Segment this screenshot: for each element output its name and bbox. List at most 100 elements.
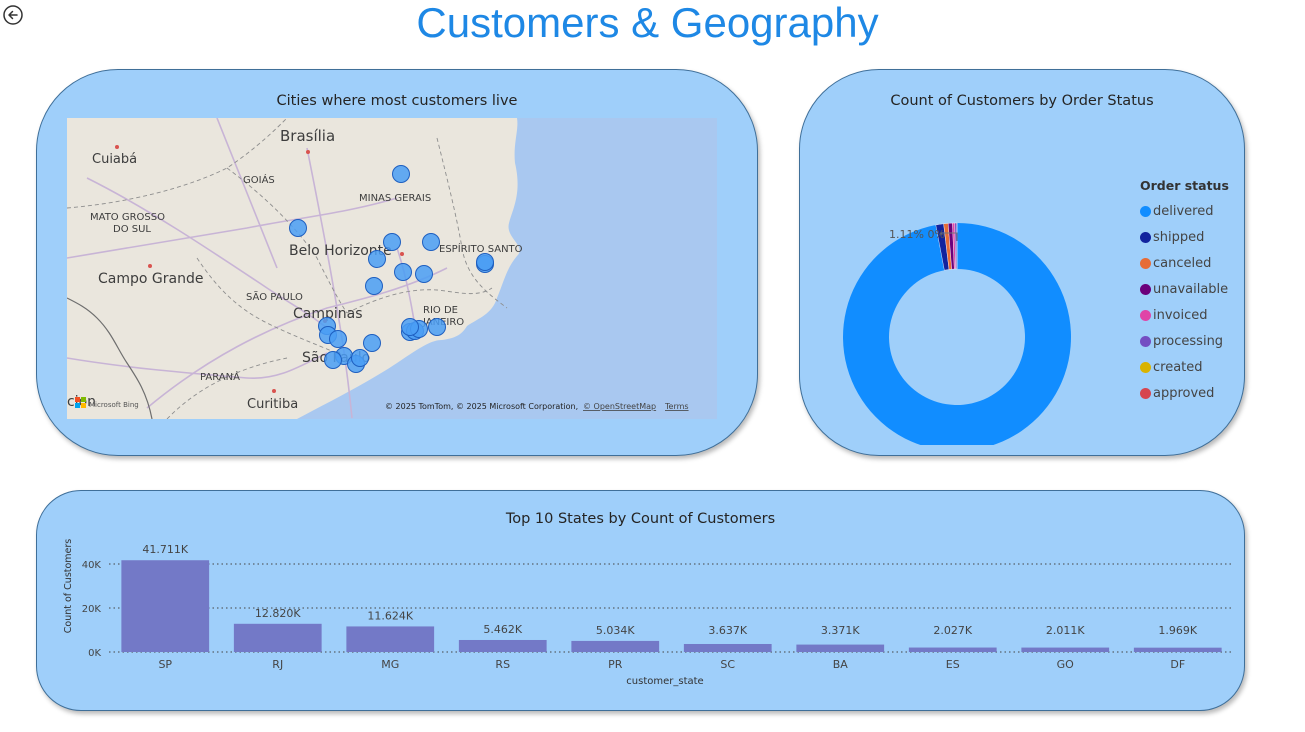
legend-item-approved[interactable]: approved (1140, 380, 1229, 406)
legend-label: approved (1153, 385, 1215, 401)
customer-bubble[interactable] (383, 233, 401, 251)
bar-data-label: 2.027K (933, 624, 972, 637)
y-tick-label: 0K (88, 648, 101, 659)
map-borders (67, 118, 508, 419)
legend-label: processing (1153, 333, 1224, 349)
donut-visual-card[interactable]: Count of Customers by Order Status 1.11%… (799, 69, 1245, 456)
bar-BA[interactable] (796, 644, 885, 652)
map-label-brasilia: Brasília (280, 127, 335, 145)
legend-item-unavailable[interactable]: unavailable (1140, 276, 1229, 302)
donut-slice-delivered[interactable] (843, 223, 1071, 445)
page-title: Customers & Geography (416, 0, 879, 46)
bar-MG[interactable] (346, 626, 435, 652)
x-tick-label: DF (1170, 658, 1185, 671)
bar-PR[interactable] (571, 640, 660, 652)
customer-bubble[interactable] (324, 351, 342, 369)
bar-RJ[interactable] (233, 623, 322, 652)
map-label-espirito-santo: ESPÍRITO SANTO (439, 242, 523, 255)
back-arrow-icon (3, 5, 23, 25)
map-label-mato-grosso-2: DO SUL (113, 224, 151, 235)
map-svg: Brasília Cuiabá GOIÁS MINAS GERAIS MATO … (67, 118, 717, 419)
bar-chart[interactable]: 0K 20K 40K 41.711K SP 12.820K RJ 11.624K MG 5.46… (37, 491, 1246, 712)
x-tick-label: MG (381, 658, 399, 671)
legend-item-created[interactable]: created (1140, 354, 1229, 380)
legend-item-processing[interactable]: processing (1140, 328, 1229, 354)
map-attribution: © 2025 TomTom, © 2025 Microsoft Corporat… (385, 402, 578, 411)
customer-bubble[interactable] (365, 277, 383, 295)
country-border (67, 297, 153, 419)
bar-SC[interactable] (683, 643, 772, 652)
bar-DF[interactable] (1133, 647, 1222, 652)
customer-bubble[interactable] (289, 219, 307, 237)
bar-data-label: 5.462K (483, 623, 522, 636)
legend-item-invoiced[interactable]: invoiced (1140, 302, 1229, 328)
bar-ES[interactable] (908, 647, 997, 652)
legend-label: canceled (1153, 255, 1212, 271)
legend-dot-icon (1140, 231, 1151, 243)
x-tick-label: RJ (272, 658, 283, 671)
customer-bubble[interactable] (401, 318, 419, 336)
map-label-belo-horizonte: Belo Horizonte (289, 243, 392, 259)
customer-bubble[interactable] (329, 330, 347, 348)
x-tick-label: GO (1057, 658, 1075, 671)
donut-data-label-top: 1.11% 0% (889, 228, 945, 241)
legend-dot-icon (1140, 283, 1151, 295)
legend-label: delivered (1153, 203, 1214, 219)
y-tick-label: 40K (82, 560, 102, 571)
microsoft-bing-logo: Microsoft Bing (75, 397, 139, 409)
map-label-mato-grosso-1: MATO GROSSO (90, 212, 165, 223)
customer-bubble[interactable] (392, 165, 410, 183)
bar-data-label: 3.637K (708, 624, 747, 637)
openstreetmap-link[interactable]: © OpenStreetMap (583, 402, 656, 411)
legend-label: unavailable (1153, 281, 1229, 297)
legend-item-delivered[interactable]: delivered (1140, 198, 1229, 224)
customer-bubble[interactable] (368, 250, 386, 268)
customer-bubble[interactable] (415, 265, 433, 283)
map-label-cuiaba: Cuiabá (92, 152, 137, 167)
y-tick-label: 20K (82, 604, 102, 615)
map-label-campinas: Campinas (293, 306, 363, 322)
legend-dot-icon (1140, 205, 1151, 217)
bar-SP[interactable] (121, 560, 210, 652)
customer-bubbles (289, 165, 494, 373)
donut-visual-title: Count of Customers by Order Status (890, 93, 1154, 109)
map-label-rio-1: RIO DE (423, 305, 458, 316)
ocean (297, 118, 717, 419)
legend-label: invoiced (1153, 307, 1208, 323)
customer-bubble[interactable] (394, 263, 412, 281)
donut-chart[interactable]: 1.11% 0% 97.02% (800, 145, 1100, 445)
map-visual-card[interactable]: Cities where most customers live (36, 69, 758, 456)
bar-visual-card[interactable]: Top 10 States by Count of Customers 0K 20… (36, 490, 1245, 711)
bar-data-label: 2.011K (1046, 624, 1085, 637)
x-axis-title: customer_state (626, 676, 703, 687)
x-tick-label: SC (720, 658, 735, 671)
legend-dot-icon (1140, 361, 1151, 373)
bing-label: Microsoft Bing (89, 401, 139, 409)
back-button[interactable] (0, 2, 26, 28)
donut-label-leader-top (940, 232, 958, 241)
map-canvas[interactable]: Brasília Cuiabá GOIÁS MINAS GERAIS MATO … (67, 118, 717, 419)
x-tick-label: PR (608, 658, 623, 671)
legend-item-shipped[interactable]: shipped (1140, 224, 1229, 250)
legend-dot-icon (1140, 335, 1151, 347)
legend-title: Order status (1140, 178, 1229, 193)
bar-data-label: 3.371K (821, 624, 860, 637)
map-label-sao-paulo-state: SÃO PAULO (246, 290, 303, 303)
bar-data-label: 11.624K (367, 609, 413, 622)
x-tick-label: BA (833, 658, 849, 671)
customer-bubble[interactable] (476, 253, 494, 271)
customer-bubble[interactable] (351, 349, 369, 367)
customer-bubble[interactable] (363, 334, 381, 352)
x-tick-label: RS (495, 658, 510, 671)
legend-item-canceled[interactable]: canceled (1140, 250, 1229, 276)
bar-data-label: 1.969K (1158, 624, 1197, 637)
bar-data-label: 5.034K (596, 624, 635, 637)
legend-label: created (1153, 359, 1203, 375)
bar-RS[interactable] (458, 639, 547, 652)
legend-dot-icon (1140, 309, 1151, 321)
legend-label: shipped (1153, 229, 1205, 245)
bar-GO[interactable] (1021, 647, 1110, 652)
customer-bubble[interactable] (422, 233, 440, 251)
terms-link[interactable]: Terms (664, 402, 689, 411)
customer-bubble[interactable] (428, 318, 446, 336)
